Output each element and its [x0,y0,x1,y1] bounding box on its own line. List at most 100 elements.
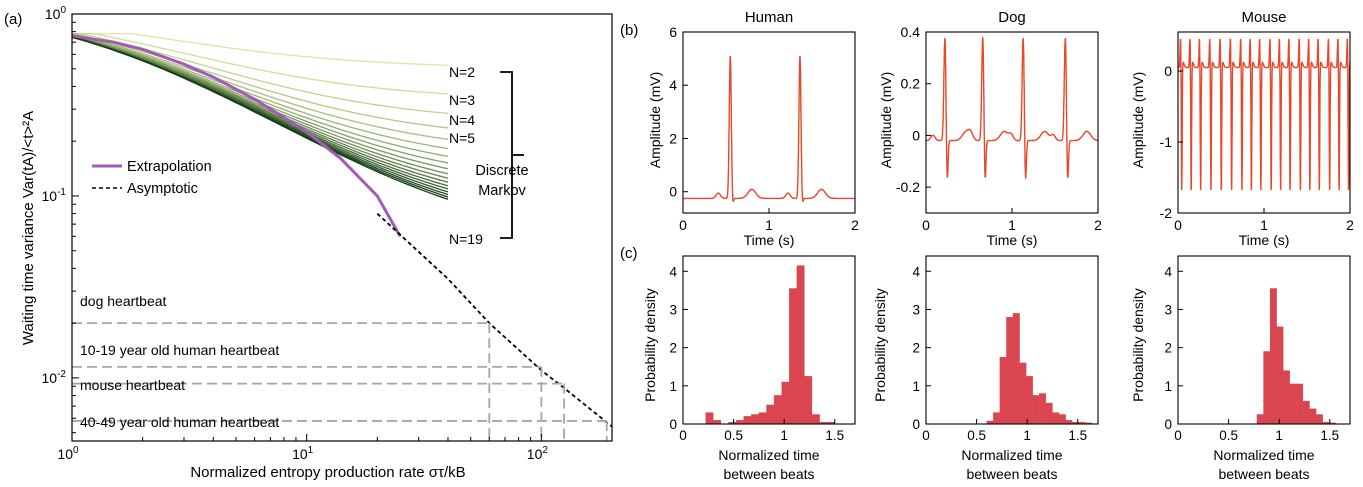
ecg-y-tick-label: 6 [669,24,677,40]
panel-a-plot: 100 101 102 10-2 10-1 100 Normalized entropy … [20,5,613,481]
ecg-y-tick-label: 0 [669,184,677,200]
ecg-x-tick-label: 1 [765,217,773,233]
ecg-y-tick-label: -1 [1160,134,1173,150]
hist-bar [1283,370,1290,425]
hist-bar [1256,414,1264,425]
hist-x-tick-label: 1.5 [1320,428,1339,443]
hist-bar [1315,414,1323,425]
hist-dog-x-label: Normalized time between beats [961,447,1062,482]
asymptotic-line [376,212,613,428]
hist-bar [999,357,1007,425]
panel-label-b: (b) [620,22,638,39]
hist-x-tick-label: 0 [922,428,930,443]
markov-label-n19: N=19 [449,231,483,247]
ecg-y-tick-label: 2 [669,130,677,146]
ecg-mouse-y-label: Amplitude (mV) [1130,72,1146,168]
ecg-y-tick-label: 0.2 [901,76,921,92]
panel-a-ticks: 100 101 102 10-2 10-1 100 [42,5,613,462]
markov-group-label-line2: Markov [478,183,526,199]
markov-curve-N8 [71,34,449,158]
hist-bar [789,288,797,425]
hist-bar [1276,326,1284,425]
hist-bar [1045,402,1053,425]
hist-bar [781,381,790,425]
markov-group-label-line1: Discrete [475,163,528,179]
hist-human-x-label: Normalized time between beats [718,447,819,482]
panel-label-a: (a) [4,11,22,28]
panel-label-c: (c) [620,245,638,262]
hist-y-tick-label: 3 [1164,302,1172,317]
hist-bar [735,420,744,425]
ecg-dog-panel: Dog Amplitude (mV) Time (s) 0 1 2 -0.2 0 0.2 0… [878,9,1102,248]
hist-bar [1269,288,1277,425]
hist-x-tick-label: 1.5 [1068,428,1087,443]
ref-label-human-10-19: 10-19 year old human heartbeat [80,342,279,358]
ecg-x-tick-label: 1 [1260,217,1268,233]
ecg-mouse-title: Mouse [1241,9,1286,26]
markov-curve-N3 [72,32,449,95]
ecg-x-tick-label: 0 [922,217,930,233]
ecg-human-x-label: Time (s) [744,232,795,248]
hist-mouse-y-label: Probability density [1130,288,1146,402]
ref-label-human-40-49: 40-49 year old human heartbeat [80,414,279,430]
hist-bar [1006,316,1014,425]
hist-mouse-panel: Probability density Normalized time betwe… [1130,255,1351,482]
markov-label-n3: N=3 [449,92,475,108]
ecg-y-tick-label: 0.4 [901,24,921,40]
panel-a-frame [71,13,613,442]
hist-y-tick-label: 2 [1164,341,1172,356]
hist-bar [993,412,1001,425]
hist-bar [1058,414,1066,425]
ecg-trace [1178,38,1351,191]
hist-bar [1032,395,1040,425]
hist-bar [758,412,767,425]
hist-bar [1039,393,1047,425]
extrapolation-line [71,34,402,238]
legend-asymptotic-label: Asymptotic [127,181,198,197]
hist-bar [1012,313,1020,425]
ecg-frame [682,31,856,214]
markov-label-n5: N=5 [449,130,475,146]
markov-label-n2: N=2 [449,64,475,80]
hist-y-tick-label: 1 [669,379,677,394]
legend-extrapolation-label: Extrapolation [127,159,212,175]
x-tick-label-0: 100 [57,445,79,462]
ecg-y-tick-label: 0 [912,127,920,143]
hist-bar [811,414,820,425]
hist-y-tick-label: 1 [912,379,920,394]
hist-y-tick-label: 4 [1164,264,1172,279]
markov-bracket [500,71,513,239]
hist-bar [1296,383,1304,425]
ecg-y-tick-label: -0.2 [896,179,920,195]
ecg-frame [1177,31,1351,214]
ref-label-mouse: mouse heartbeat [80,377,185,393]
hist-human-y-label: Probability density [642,288,658,402]
markov-curve-N5 [71,32,449,129]
ecg-x-tick-label: 0 [1174,217,1182,233]
reference-labels: dog heartbeat 10-19 year old human heart… [80,293,279,430]
hist-y-tick-label: 0 [669,417,677,432]
hist-bar [1052,412,1060,425]
hist-x-tick-label: 1.5 [825,428,844,443]
ecg-dog-y-label: Amplitude (mV) [878,72,894,168]
hist-bar [1289,383,1297,425]
hist-x-tick-label: 0 [1174,428,1182,443]
hist-y-tick-label: 3 [912,302,920,317]
hist-bar [1026,376,1033,425]
y-tick-label-0: 10-2 [42,369,67,386]
ecg-x-tick-label: 1 [1008,217,1016,233]
legend: Extrapolation Asymptotic [92,159,212,197]
hist-y-tick-label: 0 [912,417,920,432]
hist-human-panel: Probability density Normalized time betwe… [642,255,856,482]
ecg-dog-title: Dog [998,9,1026,26]
ecg-x-tick-label: 2 [851,217,859,233]
hist-y-tick-label: 4 [912,264,920,279]
discrete-markov-annotation: N=2 N=3 N=4 N=5 N=19 Discrete Markov [449,64,529,247]
hist-bar [713,420,722,425]
panel-a-x-axis-label: Normalized entropy production rate στ/kB [190,464,465,481]
ecg-mouse-panel: Mouse Amplitude (mV) Time (s) 0 1 2 -2 -1 0 [1130,9,1354,248]
hist-x-tick-label: 1 [1275,428,1283,443]
ecg-trace [683,55,855,203]
hist-bar [1302,400,1310,425]
ecg-y-tick-label: 0 [1164,63,1172,79]
